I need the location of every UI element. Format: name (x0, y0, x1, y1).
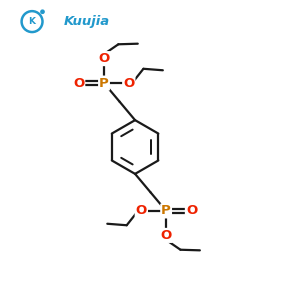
Text: O: O (98, 52, 110, 65)
Text: O: O (123, 76, 134, 90)
Text: P: P (161, 204, 171, 218)
Text: Kuujia: Kuujia (63, 15, 110, 28)
Text: O: O (186, 204, 197, 218)
Text: O: O (160, 229, 172, 242)
Text: O: O (73, 76, 84, 90)
Text: P: P (99, 76, 109, 90)
Text: O: O (136, 204, 147, 218)
Text: K: K (28, 17, 35, 26)
Circle shape (41, 10, 44, 14)
